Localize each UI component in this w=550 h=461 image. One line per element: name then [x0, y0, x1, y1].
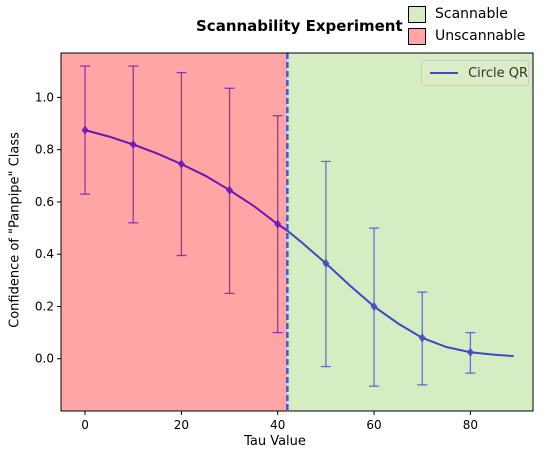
region-legend: Scannable Unscannable	[408, 4, 525, 48]
series-line-left	[84, 129, 288, 232]
region-unscannable	[61, 53, 288, 411]
y-tick-label-1: 0.2	[35, 299, 54, 313]
data-point-6	[370, 301, 378, 311]
x-tick-label-0: 0	[81, 418, 89, 432]
unscannable-swatch	[408, 27, 426, 45]
data-point-4	[274, 219, 282, 229]
x-axis-title: Tau Value	[244, 434, 306, 449]
data-point-3	[225, 185, 234, 195]
y-tick-label-3: 0.6	[35, 195, 54, 209]
data-point-5	[322, 258, 330, 268]
y-tick-label-4: 0.8	[35, 143, 54, 157]
y-axis-title: Confidence of "Panpipe" Class	[7, 132, 23, 328]
series-legend: Circle QR	[421, 60, 529, 86]
data-point-1	[129, 139, 137, 149]
y-tick-label-2: 0.4	[35, 247, 54, 261]
data-point-2	[177, 159, 186, 169]
region-legend-item-scannable: Scannable	[408, 4, 525, 24]
scannable-label: Scannable	[435, 6, 508, 22]
y-tick-label-0: 0.0	[35, 352, 54, 366]
series-line-right	[286, 229, 514, 358]
y-tick-label-5: 1.0	[35, 90, 54, 104]
series-legend-line	[430, 72, 459, 74]
unscannable-label: Unscannable	[435, 28, 526, 44]
chart-title: Scannability Experiment	[196, 17, 403, 35]
series-legend-label: Circle QR	[468, 65, 528, 81]
x-tick-label-1: 20	[174, 418, 189, 432]
scannable-swatch	[408, 5, 426, 23]
data-point-0	[81, 125, 89, 135]
data-point-7	[418, 333, 426, 343]
plot-frame	[60, 52, 534, 412]
region-legend-item-unscannable: Unscannable	[408, 26, 525, 46]
x-tick-label-2: 40	[270, 418, 285, 432]
region-scannable	[287, 53, 533, 411]
x-tick-label-3: 60	[366, 418, 381, 432]
data-point-8	[466, 347, 474, 357]
x-tick-label-4: 80	[463, 418, 478, 432]
